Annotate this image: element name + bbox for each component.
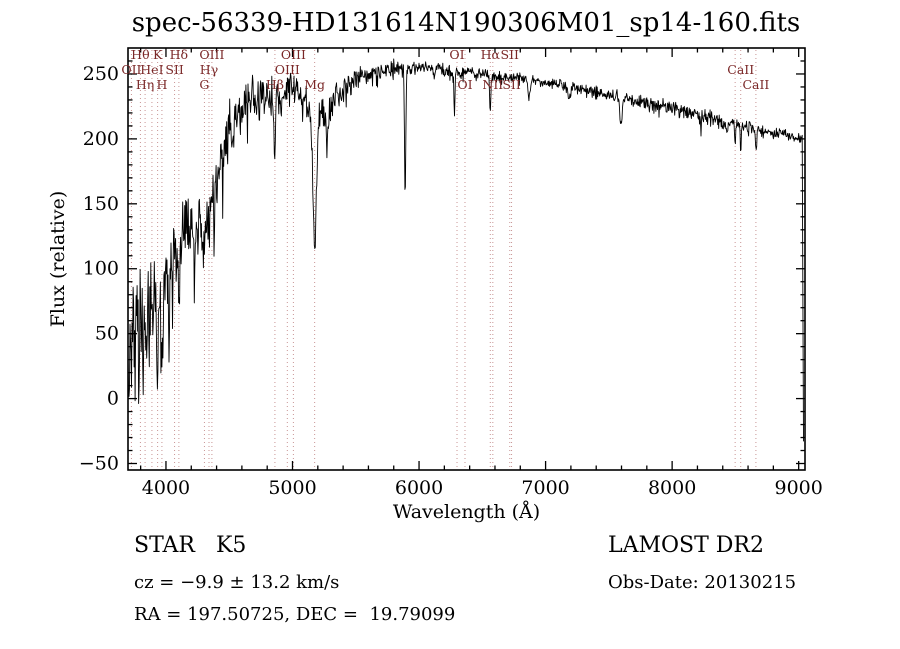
spectral-line-label: Hθ — [131, 47, 149, 62]
spectral-line-label: CaII — [742, 77, 769, 92]
x-tick-label: 9000 — [774, 477, 822, 499]
spectral-line-label: SII — [502, 77, 521, 92]
spectral-line-label: Hδ — [170, 47, 188, 62]
spectral-line-label: Hβ — [266, 77, 284, 92]
spectral-line-label: Hη — [136, 77, 154, 92]
y-tick-label: 100 — [83, 258, 119, 280]
x-tick-label: 7000 — [521, 477, 569, 499]
x-tick-label: 8000 — [648, 477, 696, 499]
spectral-line-label: SII — [501, 47, 520, 62]
y-tick-label: −50 — [79, 453, 119, 475]
spectral-line-label: OIII — [281, 47, 306, 62]
y-tick-label: 50 — [95, 323, 119, 345]
y-tick-label: 0 — [107, 388, 119, 410]
y-tick-label: 200 — [83, 128, 119, 150]
spectral-line-label: Hα — [481, 47, 501, 62]
spectral-line-label: OI — [449, 47, 464, 62]
x-tick-label: 4000 — [142, 477, 190, 499]
spectral-line-label: G — [199, 77, 209, 92]
obs-date: Obs-Date: 20130215 — [608, 572, 797, 593]
y-tick-label: 150 — [83, 193, 119, 215]
spectral-line-label: OIII — [199, 47, 224, 62]
spectral-line-label: NII — [482, 77, 503, 92]
spectral-line-label: Hγ — [200, 62, 218, 77]
spectral-line-label: OI — [457, 77, 472, 92]
x-tick-label: 5000 — [268, 477, 316, 499]
spectral-line-label: Mg — [304, 77, 325, 92]
spectral-line-label: OII — [121, 62, 141, 77]
spectral-line-label: SII — [165, 62, 184, 77]
spectral-line-label: OIII — [275, 62, 300, 77]
spectral-line-label: H — [156, 77, 167, 92]
y-tick-label: 250 — [83, 63, 119, 85]
ra-dec: RA = 197.50725, DEC = 19.79099 — [134, 604, 456, 625]
spectral-line-label: CaII — [727, 62, 754, 77]
cz-value: cz = −9.9 ± 13.2 km/s — [134, 572, 340, 593]
x-tick-label: 6000 — [395, 477, 443, 499]
survey-label: LAMOST DR2 — [608, 533, 764, 558]
spectral-line-label: K — [153, 47, 163, 62]
plot-title: spec-56339-HD131614N190306M01_sp14-160.f… — [131, 8, 801, 38]
x-axis-label: Wavelength (Å) — [392, 501, 541, 523]
object-class-label: STAR K5 — [134, 533, 247, 558]
spectrum-trace — [127, 58, 804, 442]
y-axis-label: Flux (relative) — [47, 190, 69, 328]
spectral-line-label: HeI — [140, 62, 163, 77]
plot-frame — [127, 47, 806, 471]
